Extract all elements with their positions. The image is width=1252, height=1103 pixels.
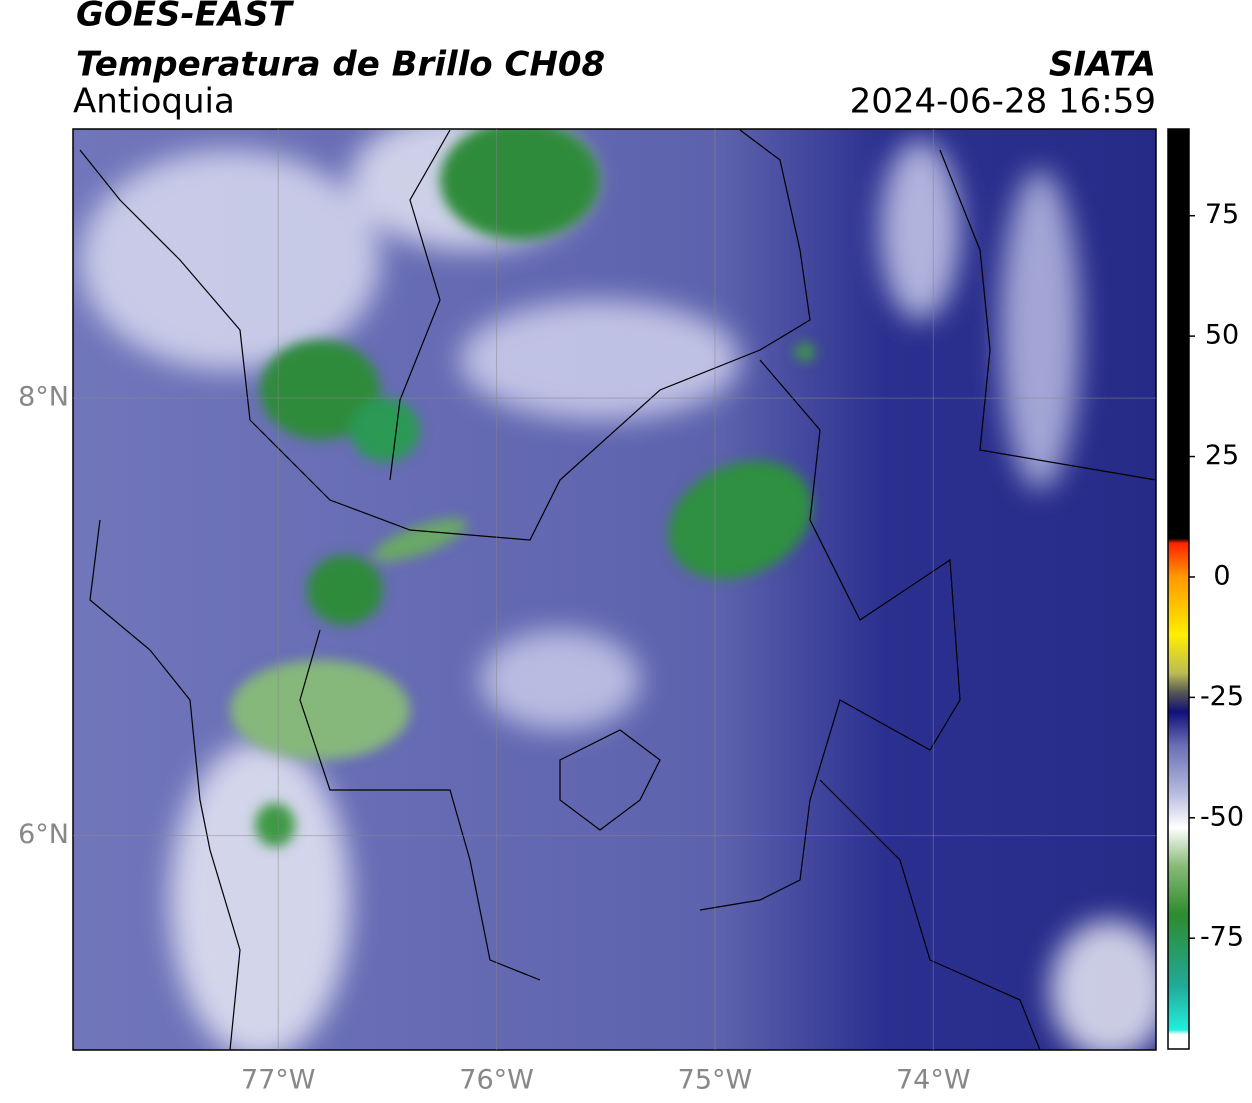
colorbar-tick-label: 50 — [1205, 320, 1239, 351]
x-tick-label: 77°W — [241, 1065, 316, 1096]
satellite-image — [73, 129, 1156, 1050]
timestamp: 2024-06-28 16:59 — [850, 82, 1156, 122]
x-tick-label: 76°W — [459, 1065, 534, 1096]
colorbar-tick-label: -75 — [1200, 922, 1244, 953]
x-tick-label: 75°W — [678, 1065, 753, 1096]
y-tick-label: 8°N — [18, 382, 69, 413]
region: Antioquia — [73, 82, 235, 122]
colorbar-tick-label: 75 — [1205, 199, 1239, 230]
colorbar-tick-label: 25 — [1205, 440, 1239, 471]
x-tick-label: 74°W — [896, 1065, 971, 1096]
colorbar-tick-label: -50 — [1200, 801, 1244, 832]
title: GOES-EAST — [76, 0, 295, 35]
source: SIATA — [1049, 45, 1156, 85]
map-frame — [72, 128, 1157, 1051]
colorbar — [1167, 128, 1190, 1050]
colorbar-tick-label: 0 — [1213, 560, 1230, 591]
colorbar-tick-label: -25 — [1200, 681, 1244, 712]
y-tick-label: 6°N — [18, 819, 69, 850]
subtitle: Temperatura de Brillo CH08 — [76, 45, 605, 85]
